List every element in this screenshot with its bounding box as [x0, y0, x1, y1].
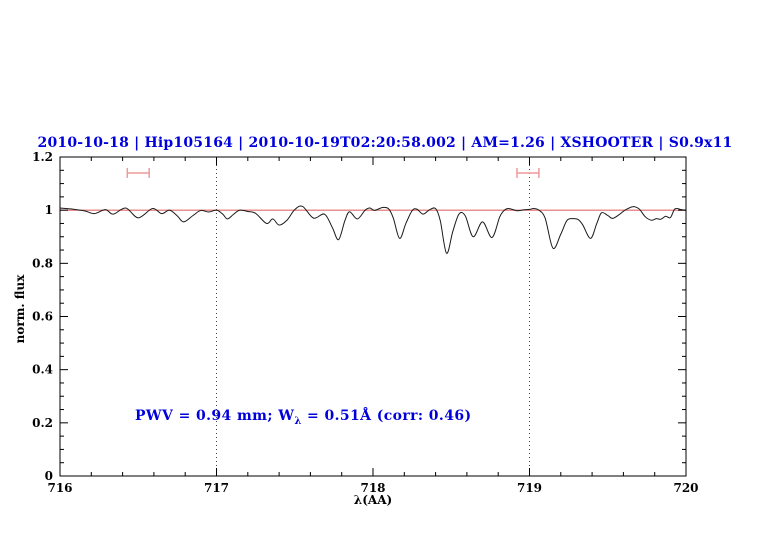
x-tick-label: 717 [204, 481, 229, 495]
y-tick-label: 0.8 [32, 256, 53, 270]
x-tick-label: 718 [360, 481, 385, 495]
x-tick-label: 720 [673, 481, 698, 495]
y-tick-label: 1.2 [32, 150, 53, 164]
y-tick-label: 1 [45, 203, 53, 217]
pwv-annotation-part1: PWV = 0.94 mm; W [135, 408, 295, 424]
x-axis-label: λ(AA) [353, 493, 393, 507]
plot-title: 2010-10-18 | Hip105164 | 2010-10-19T02:2… [37, 135, 733, 151]
y-tick-label: 0.2 [32, 416, 53, 430]
plot-frame [59, 156, 687, 477]
y-tick-label: 0 [45, 469, 53, 483]
spectrum-curve [59, 205, 687, 254]
y-tick-label: 0.4 [32, 363, 53, 377]
y-axis-label: norm. flux [13, 274, 27, 344]
y-tick-label: 0.6 [32, 310, 53, 324]
lambda-subscript: λ [294, 415, 302, 427]
x-tick-label: 719 [517, 481, 542, 495]
pwv-annotation: PWV = 0.94 mm; Wλ = 0.51Å (corr: 0.46) [135, 408, 472, 427]
pwv-annotation-part2: = 0.51Å (corr: 0.46) [301, 408, 472, 424]
x-tick-label: 716 [47, 481, 72, 495]
